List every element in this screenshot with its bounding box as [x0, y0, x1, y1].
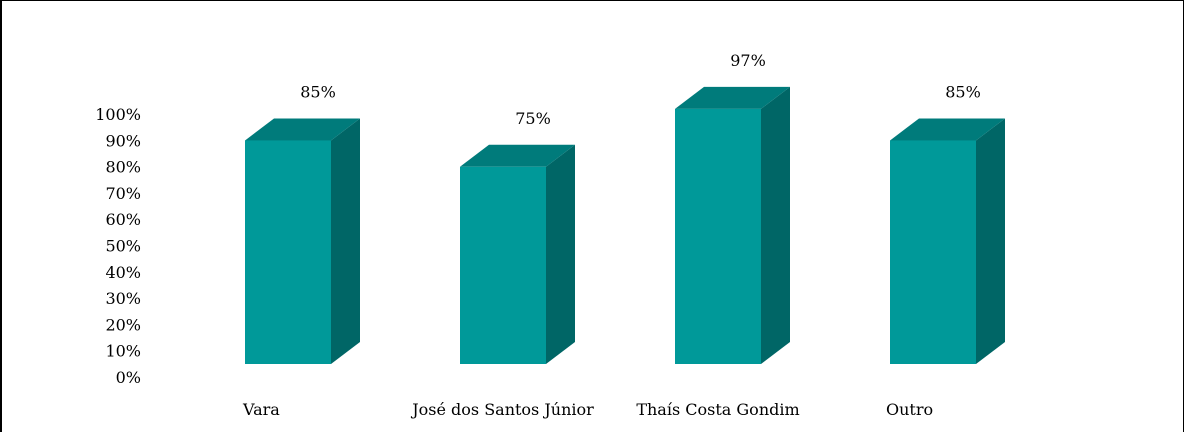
y-tick-label: 70%: [105, 184, 141, 203]
bar-top: [245, 118, 360, 141]
y-tick-label: 20%: [105, 315, 141, 334]
bar-side: [331, 118, 360, 364]
bar-side: [761, 86, 790, 364]
y-tick-label: 80%: [105, 158, 141, 177]
bar-front: [460, 166, 546, 364]
category-label: Outro: [886, 400, 933, 419]
data-label: 97%: [730, 51, 766, 70]
y-tick-label: 10%: [105, 342, 141, 361]
y-tick-label: 30%: [105, 289, 141, 308]
bar-front: [245, 140, 331, 364]
data-label: 75%: [515, 109, 551, 128]
y-tick-label: 0%: [116, 368, 141, 387]
bar-side: [546, 144, 575, 364]
bar-top: [675, 86, 790, 109]
data-label: 85%: [945, 82, 981, 101]
y-tick-label: 100%: [95, 105, 141, 124]
bar-2: [460, 144, 575, 364]
category-label: José dos Santos Júnior: [410, 400, 594, 419]
bar-4: [890, 118, 1005, 364]
data-label: 85%: [300, 82, 336, 101]
bar-front: [890, 140, 976, 364]
category-label: Thaís Costa Gondim: [636, 400, 799, 419]
bar-front: [675, 108, 761, 364]
x-axis: Vara José dos Santos Júnior Thaís Costa Go…: [242, 400, 933, 419]
y-tick-label: 50%: [105, 237, 141, 256]
y-tick-label: 60%: [105, 210, 141, 229]
bars: [245, 86, 1005, 364]
data-labels: 85% 75% 97% 85%: [300, 51, 981, 128]
bar-3: [675, 86, 790, 364]
y-tick-label: 40%: [105, 263, 141, 282]
bar-top: [890, 118, 1005, 141]
y-tick-label: 90%: [105, 131, 141, 150]
bar-1: [245, 118, 360, 364]
category-label: Vara: [242, 400, 280, 419]
bar-top: [460, 144, 575, 167]
bar-side: [976, 118, 1005, 364]
y-axis: 0% 10% 20% 30% 40% 50% 60% 70% 80% 90% 100%: [95, 105, 141, 387]
